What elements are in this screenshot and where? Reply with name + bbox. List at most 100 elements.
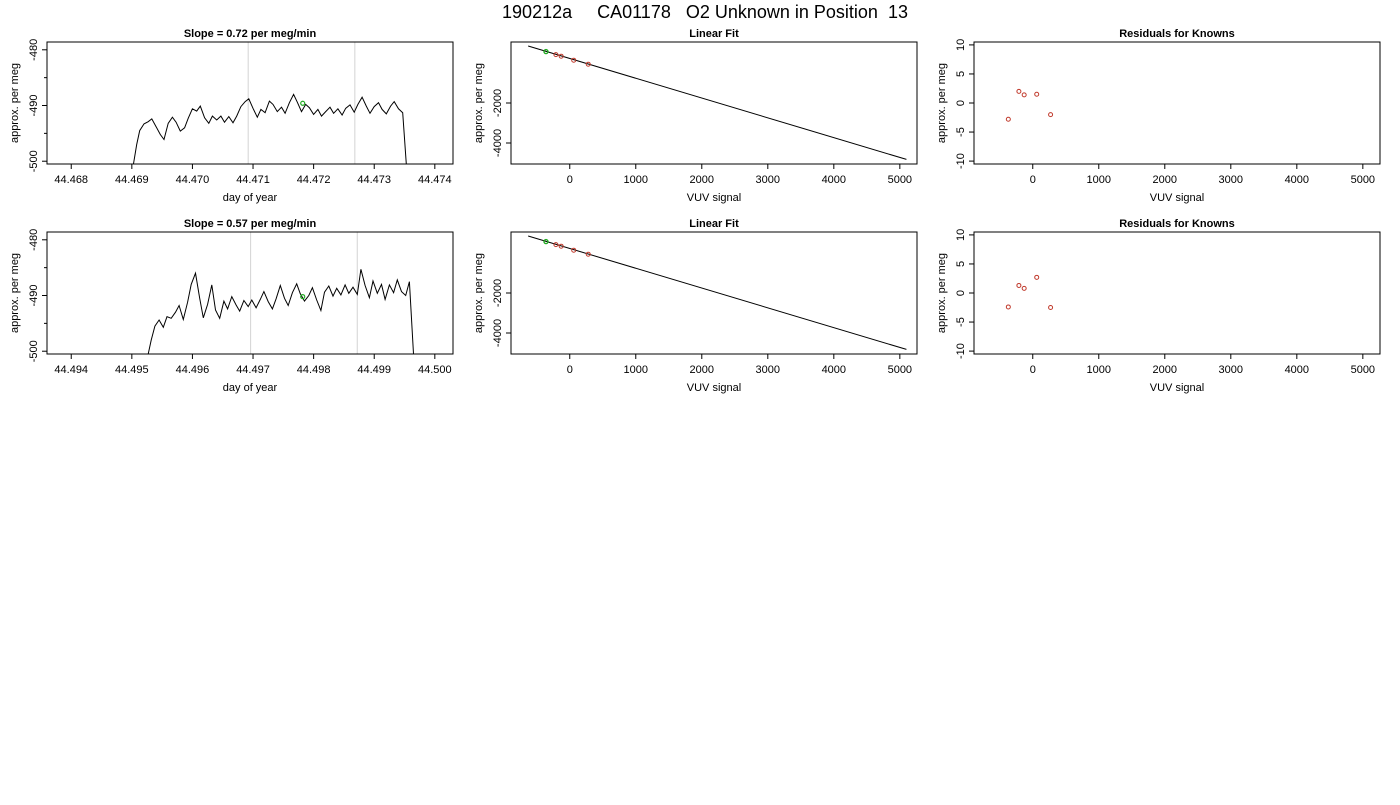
y-tick-label: 10 <box>955 229 967 241</box>
x-axis-label: day of year <box>223 382 278 394</box>
chart-panel-3: Residuals for Knowns 0 1000 2000 3000 4000 500… <box>936 28 1381 204</box>
y-tick-label: -4000 <box>492 129 504 157</box>
y-axis-label: approx. per meg <box>473 63 485 143</box>
chart-panel-5: Linear Fit 0 1000 2000 3000 4000 5000 -4000 -200… <box>473 218 918 394</box>
known-point <box>585 61 591 67</box>
plot-area <box>1005 274 1054 311</box>
plot-frame <box>973 231 1381 355</box>
plot-frame <box>510 41 918 165</box>
y-tick-label: -500 <box>28 150 40 172</box>
x-tick-label: 2000 <box>1153 174 1177 186</box>
fit-line <box>528 235 907 350</box>
x-tick-label: 0 <box>1030 174 1036 186</box>
x-tick-label: 44.500 <box>418 364 452 376</box>
x-tick-label: 4000 <box>822 174 846 186</box>
unknown-marker <box>300 100 306 106</box>
unknown-point <box>543 48 549 55</box>
y-tick-label: -480 <box>28 229 40 251</box>
known-point <box>553 52 559 58</box>
x-tick-label: 5000 <box>1351 174 1375 186</box>
x-tick-label: 5000 <box>888 174 912 186</box>
y-tick-label: -2000 <box>492 89 504 117</box>
y-axis-label: approx. per meg <box>473 253 485 333</box>
known-point <box>1048 305 1054 311</box>
x-tick-label: 44.470 <box>176 174 210 186</box>
unknown-point <box>543 238 549 245</box>
y-tick-label: 10 <box>955 39 967 51</box>
plot-frame <box>46 41 454 165</box>
unknown-marker <box>300 294 306 300</box>
x-tick-label: 5000 <box>888 364 912 376</box>
y-tick-label: 5 <box>955 261 967 267</box>
y-tick-label: -10 <box>955 343 967 359</box>
chart-panel-1: Slope = 0.72 per meg/min 44.468 44.469 44.4… <box>9 28 454 204</box>
known-point <box>558 243 564 249</box>
y-tick-label: -5 <box>955 127 967 137</box>
x-tick-label: 4000 <box>1285 364 1309 376</box>
known-point <box>1034 274 1040 280</box>
known-point <box>558 53 564 59</box>
x-tick-label: 5000 <box>1351 364 1375 376</box>
known-point <box>585 251 591 257</box>
known-point <box>1016 282 1022 288</box>
x-tick-label: 3000 <box>756 174 780 186</box>
y-tick-label: -4000 <box>492 319 504 347</box>
y-axis-label: approx. per meg <box>9 63 21 143</box>
known-point <box>571 57 577 63</box>
y-tick-label: -490 <box>28 94 40 116</box>
page-title: 190212a CA01178 O2 Unknown in Position 1… <box>502 2 908 22</box>
known-point <box>1048 112 1054 118</box>
y-tick-label: -2000 <box>492 279 504 307</box>
chart-title: Residuals for Knowns <box>1119 28 1235 40</box>
x-tick-label: 3000 <box>1219 174 1243 186</box>
chart-title: Slope = 0.57 per meg/min <box>184 218 317 230</box>
x-axis-label: VUV signal <box>1150 382 1204 394</box>
plot-frame <box>46 231 454 355</box>
x-tick-label: 44.498 <box>297 364 331 376</box>
known-point <box>571 247 577 253</box>
x-tick-label: 44.496 <box>176 364 210 376</box>
y-tick-label: -500 <box>28 340 40 362</box>
chart-panel-2: Linear Fit 0 1000 2000 3000 4000 5000 -4000 -200… <box>473 28 918 204</box>
x-tick-label: 1000 <box>624 174 648 186</box>
x-axis-label: VUV signal <box>687 192 741 204</box>
chart-panel-4: Slope = 0.57 per meg/min 44.494 44.495 44.4… <box>9 218 454 394</box>
x-tick-label: 44.473 <box>357 174 391 186</box>
x-tick-label: 44.472 <box>297 174 331 186</box>
y-axis-label: approx. per meg <box>936 63 948 143</box>
plot-area <box>528 235 907 350</box>
plot-frame <box>510 231 918 355</box>
y-tick-label: -480 <box>28 39 40 61</box>
plot-area <box>147 232 415 354</box>
x-tick-label: 2000 <box>1153 364 1177 376</box>
x-tick-label: 44.499 <box>357 364 391 376</box>
y-tick-label: 5 <box>955 71 967 77</box>
x-tick-label: 44.474 <box>418 174 452 186</box>
x-tick-label: 2000 <box>690 174 714 186</box>
x-tick-label: 3000 <box>756 364 780 376</box>
x-tick-label: 2000 <box>690 364 714 376</box>
x-tick-label: 4000 <box>1285 174 1309 186</box>
x-tick-label: 1000 <box>624 364 648 376</box>
chart-title: Linear Fit <box>689 28 739 40</box>
x-tick-label: 44.471 <box>236 174 270 186</box>
known-point <box>553 242 559 248</box>
chart-title: Slope = 0.72 per meg/min <box>184 28 317 40</box>
x-axis-label: day of year <box>223 192 278 204</box>
y-axis-label: approx. per meg <box>9 253 21 333</box>
y-axis-label: approx. per meg <box>936 253 948 333</box>
known-point <box>1034 91 1040 97</box>
known-point <box>1005 116 1011 122</box>
chart-title: Linear Fit <box>689 218 739 230</box>
plot-area <box>528 45 907 160</box>
x-tick-label: 44.495 <box>115 364 149 376</box>
x-axis-label: VUV signal <box>1150 192 1204 204</box>
chart-panel-6: Residuals for Knowns 0 1000 2000 3000 4000 500… <box>936 218 1381 394</box>
x-tick-label: 1000 <box>1087 174 1111 186</box>
known-point <box>1021 285 1027 291</box>
known-point <box>1021 92 1027 98</box>
x-tick-label: 1000 <box>1087 364 1111 376</box>
plot-area <box>132 42 407 164</box>
